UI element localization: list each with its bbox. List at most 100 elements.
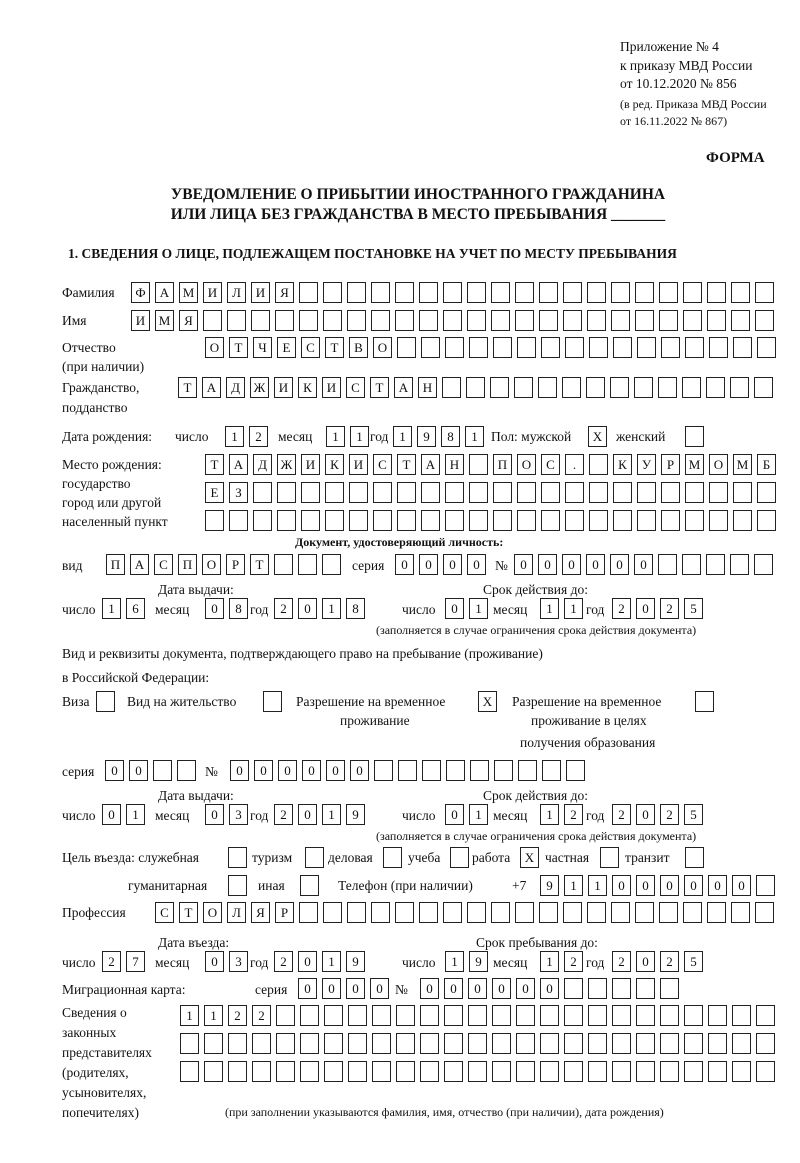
char-cell[interactable]: 1 — [564, 875, 583, 896]
char-cell[interactable] — [589, 454, 608, 475]
char-cell[interactable] — [323, 902, 342, 923]
char-cell[interactable] — [298, 554, 317, 575]
char-cell[interactable] — [517, 482, 536, 503]
char-cell[interactable] — [754, 377, 773, 398]
char-cell[interactable] — [539, 282, 558, 303]
char-cell[interactable] — [299, 902, 318, 923]
char-cell[interactable]: К — [298, 377, 317, 398]
char-cell[interactable]: 2 — [564, 951, 583, 972]
char-cell[interactable] — [374, 760, 393, 781]
char-cell[interactable]: 0 — [634, 554, 653, 575]
char-cell[interactable] — [469, 454, 488, 475]
char-cell[interactable] — [731, 310, 750, 331]
char-cell[interactable]: И — [274, 377, 293, 398]
char-cell[interactable] — [229, 510, 248, 531]
char-cell[interactable]: 0 — [636, 598, 655, 619]
char-cell[interactable]: Д — [253, 454, 272, 475]
char-cell[interactable] — [492, 1005, 511, 1026]
char-cell[interactable] — [446, 760, 465, 781]
char-cell[interactable]: А — [155, 282, 174, 303]
char-cell[interactable]: 0 — [298, 951, 317, 972]
char-cell[interactable] — [276, 1005, 295, 1026]
char-cell[interactable] — [324, 1005, 343, 1026]
char-cell[interactable]: 0 — [326, 760, 345, 781]
char-cell[interactable]: 9 — [417, 426, 436, 447]
char-cell[interactable] — [420, 1033, 439, 1054]
char-cell[interactable] — [347, 310, 366, 331]
char-cell[interactable] — [372, 1033, 391, 1054]
char-cell[interactable]: 0 — [102, 804, 121, 825]
char-cell[interactable] — [252, 1061, 271, 1082]
char-cell[interactable] — [538, 377, 557, 398]
char-cell[interactable] — [348, 1005, 367, 1026]
char-cell[interactable] — [397, 482, 416, 503]
char-cell[interactable]: 2 — [660, 598, 679, 619]
char-cell[interactable] — [421, 510, 440, 531]
char-cell[interactable] — [659, 310, 678, 331]
char-cell[interactable] — [325, 510, 344, 531]
char-cell[interactable]: О — [203, 902, 222, 923]
char-cell[interactable] — [227, 310, 246, 331]
char-cell[interactable] — [443, 902, 462, 923]
char-cell[interactable] — [684, 1005, 703, 1026]
char-cell[interactable]: И — [251, 282, 270, 303]
char-cell[interactable]: 1 — [180, 1005, 199, 1026]
char-cell[interactable] — [732, 1005, 751, 1026]
char-cell[interactable] — [659, 902, 678, 923]
checkbox[interactable]: X — [478, 691, 497, 712]
char-cell[interactable]: Т — [179, 902, 198, 923]
char-cell[interactable] — [539, 902, 558, 923]
char-cell[interactable]: Т — [250, 554, 269, 575]
char-cell[interactable]: И — [322, 377, 341, 398]
char-cell[interactable]: Т — [205, 454, 224, 475]
char-cell[interactable]: 8 — [229, 598, 248, 619]
char-cell[interactable] — [685, 337, 704, 358]
char-cell[interactable] — [515, 902, 534, 923]
char-cell[interactable]: Л — [227, 902, 246, 923]
char-cell[interactable] — [274, 554, 293, 575]
char-cell[interactable]: 8 — [346, 598, 365, 619]
char-cell[interactable] — [516, 1033, 535, 1054]
char-cell[interactable] — [493, 337, 512, 358]
char-cell[interactable]: О — [709, 454, 728, 475]
char-cell[interactable]: Р — [661, 454, 680, 475]
char-cell[interactable] — [683, 902, 702, 923]
char-cell[interactable] — [755, 282, 774, 303]
char-cell[interactable] — [491, 282, 510, 303]
char-cell[interactable]: Я — [179, 310, 198, 331]
char-cell[interactable] — [685, 482, 704, 503]
char-cell[interactable] — [707, 282, 726, 303]
char-cell[interactable] — [565, 482, 584, 503]
char-cell[interactable]: 8 — [441, 426, 460, 447]
char-cell[interactable] — [516, 1061, 535, 1082]
char-cell[interactable] — [420, 1061, 439, 1082]
char-cell[interactable] — [395, 282, 414, 303]
char-cell[interactable] — [756, 1061, 775, 1082]
char-cell[interactable] — [177, 760, 196, 781]
char-cell[interactable] — [588, 1061, 607, 1082]
char-cell[interactable]: 1 — [350, 426, 369, 447]
char-cell[interactable]: А — [202, 377, 221, 398]
char-cell[interactable]: 0 — [230, 760, 249, 781]
char-cell[interactable] — [611, 902, 630, 923]
char-cell[interactable]: Е — [205, 482, 224, 503]
char-cell[interactable] — [324, 1061, 343, 1082]
char-cell[interactable] — [588, 978, 607, 999]
char-cell[interactable]: 2 — [228, 1005, 247, 1026]
char-cell[interactable] — [682, 377, 701, 398]
char-cell[interactable] — [467, 902, 486, 923]
char-cell[interactable]: 2 — [249, 426, 268, 447]
char-cell[interactable] — [251, 310, 270, 331]
char-cell[interactable]: 1 — [540, 598, 559, 619]
char-cell[interactable]: Н — [445, 454, 464, 475]
char-cell[interactable]: М — [733, 454, 752, 475]
char-cell[interactable]: 1 — [322, 951, 341, 972]
char-cell[interactable] — [635, 902, 654, 923]
char-cell[interactable] — [756, 1033, 775, 1054]
char-cell[interactable]: Т — [370, 377, 389, 398]
char-cell[interactable] — [470, 760, 489, 781]
char-cell[interactable] — [252, 1033, 271, 1054]
char-cell[interactable]: 9 — [469, 951, 488, 972]
char-cell[interactable] — [658, 377, 677, 398]
char-cell[interactable] — [539, 310, 558, 331]
